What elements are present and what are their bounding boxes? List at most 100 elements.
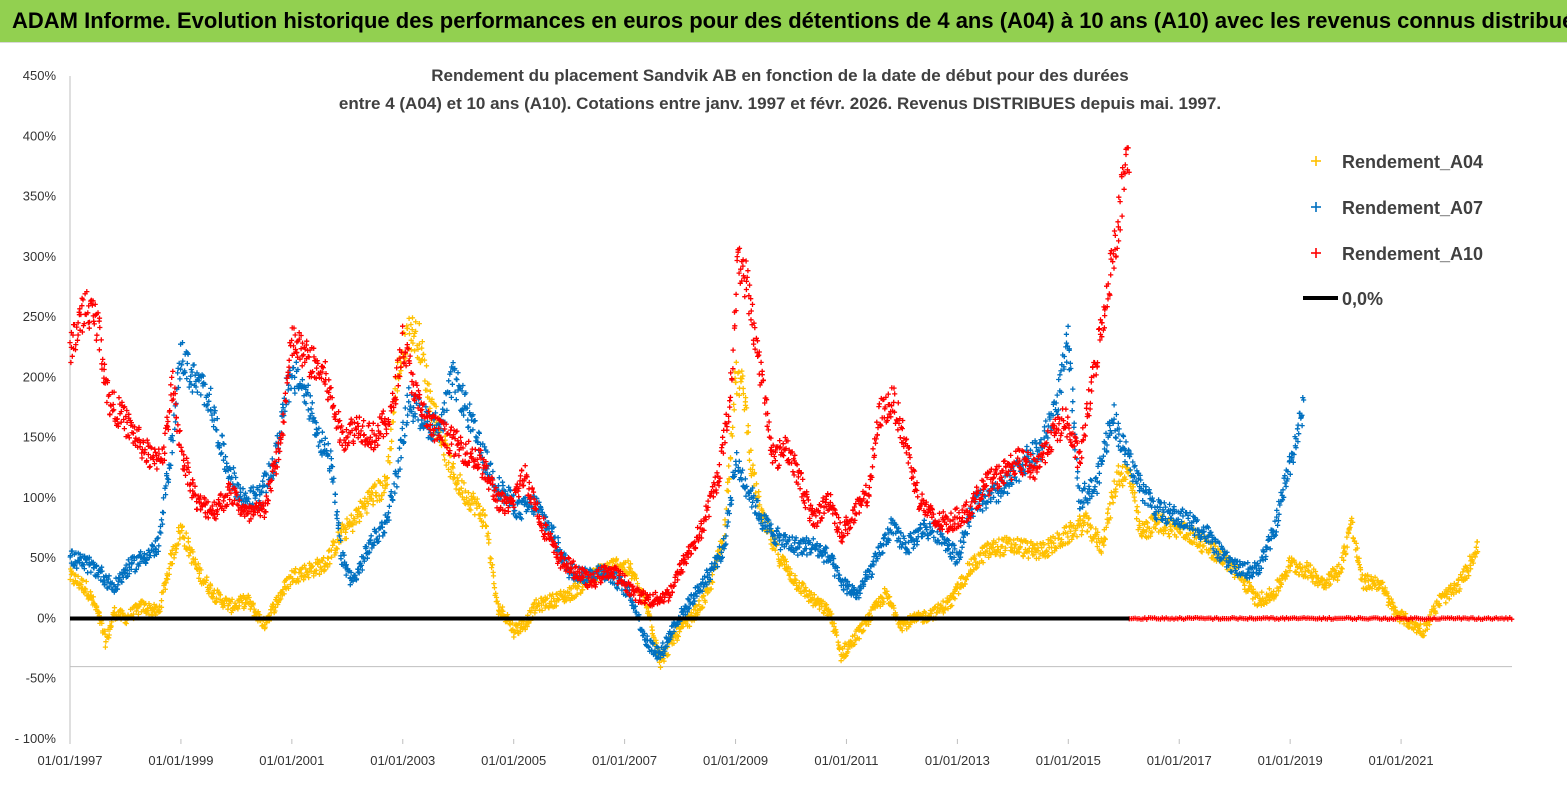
scatter-chart: 450%400%350%300%250%200%150%100%50%0%-50… [0,43,1567,791]
data-point-A04 [455,475,460,480]
data-point-A04 [172,555,177,560]
data-point-A04 [839,658,844,663]
data-point-A07 [1284,484,1289,489]
data-point-A07 [450,382,455,387]
data-point-A07 [497,475,502,480]
data-point-A04 [743,403,748,408]
y-tick-label: 0% [37,610,56,625]
data-point-A10 [68,360,73,365]
y-tick-label: - 100% [15,731,57,746]
data-point-A07 [198,392,203,397]
chart-area: 450%400%350%300%250%200%150%100%50%0%-50… [0,42,1567,790]
data-point-A07 [328,448,333,453]
data-point-A07 [1066,324,1071,329]
data-point-A07 [454,397,459,402]
data-point-A10 [195,507,200,512]
y-tick-label: 200% [23,369,57,384]
data-point-A07 [306,407,311,412]
data-point-A07 [1042,424,1047,429]
data-point-A07 [405,393,410,398]
data-point-A04 [1167,534,1172,539]
data-point-A07 [749,504,754,509]
x-tick-label: 01/01/1997 [37,753,102,768]
data-point-A10 [99,337,104,342]
data-point-A10 [162,431,167,436]
data-point-A07 [406,385,411,390]
data-point-A07 [1172,504,1177,509]
data-point-A04 [746,423,751,428]
data-point-A04 [451,461,456,466]
data-point-A07 [1282,473,1287,478]
data-point-A07 [728,495,733,500]
data-point-A04 [731,402,736,407]
data-point-A04 [186,536,191,541]
data-point-A04 [1199,549,1204,554]
data-point-A07 [177,376,182,381]
data-point-A07 [490,469,495,474]
data-point-A07 [176,366,181,371]
data-point-A07 [1121,434,1126,439]
data-point-A07 [442,400,447,405]
data-point-A07 [333,492,338,497]
data-point-A07 [1275,523,1280,528]
data-point-A07 [387,504,392,509]
data-point-A07 [1017,479,1022,484]
data-point-A07 [1112,402,1117,407]
y-tick-label: 250% [23,309,57,324]
x-tick-label: 01/01/2005 [481,753,546,768]
data-point-A07 [400,426,405,431]
data-point-A10 [87,326,92,331]
data-point-A04 [492,585,497,590]
x-tick-label: 01/01/2007 [592,753,657,768]
data-point-A10 [139,455,144,460]
data-point-A04 [481,507,486,512]
data-point-A07 [1070,408,1075,413]
data-point-A04 [1116,463,1121,468]
data-point-A07 [405,413,410,418]
data-point-A04 [1112,479,1117,484]
data-point-A10 [286,365,291,370]
data-point-A07 [369,533,374,538]
data-point-A04 [1111,500,1116,505]
data-point-A04 [410,315,415,320]
data-point-A04 [491,573,496,578]
x-tick-label: 01/01/2001 [259,753,324,768]
data-point-A07 [1057,372,1062,377]
data-point-A07 [1100,459,1105,464]
data-point-A07 [988,499,993,504]
data-point-A07 [314,427,319,432]
data-point-A07 [214,427,219,432]
data-point-A07 [1034,445,1039,450]
data-point-A04 [405,326,410,331]
data-point-A04 [776,552,781,557]
y-tick-label: 400% [23,128,57,143]
data-point-A07 [1167,502,1172,507]
data-point-A07 [743,476,748,481]
data-point-A07 [394,484,399,489]
data-point-A07 [1056,377,1061,382]
data-point-A04 [486,531,491,536]
report-banner: ADAM Informe. Evolution historique des p… [0,0,1567,42]
data-point-A07 [556,535,561,540]
data-point-A07 [208,386,213,391]
y-tick-label: 150% [23,430,57,445]
x-tick-label: 01/01/2011 [814,753,878,768]
data-point-A04 [1135,504,1140,509]
data-point-A07 [455,370,460,375]
data-point-A04 [388,427,393,432]
data-point-A10 [168,382,173,387]
data-point-A07 [1070,387,1075,392]
data-point-A07 [248,488,253,493]
x-tick-label: 01/01/2013 [925,753,990,768]
data-point-A07 [1186,516,1191,521]
data-point-A04 [389,439,394,444]
data-point-A07 [338,556,343,561]
data-point-A04 [350,529,355,534]
data-point-A04 [349,513,354,518]
data-point-A10 [102,362,107,367]
data-point-A07 [477,431,482,436]
data-point-A04 [1443,600,1448,605]
data-point-A07 [1064,360,1069,365]
data-point-A07 [734,450,739,455]
x-tick-label: 01/01/2003 [370,753,435,768]
